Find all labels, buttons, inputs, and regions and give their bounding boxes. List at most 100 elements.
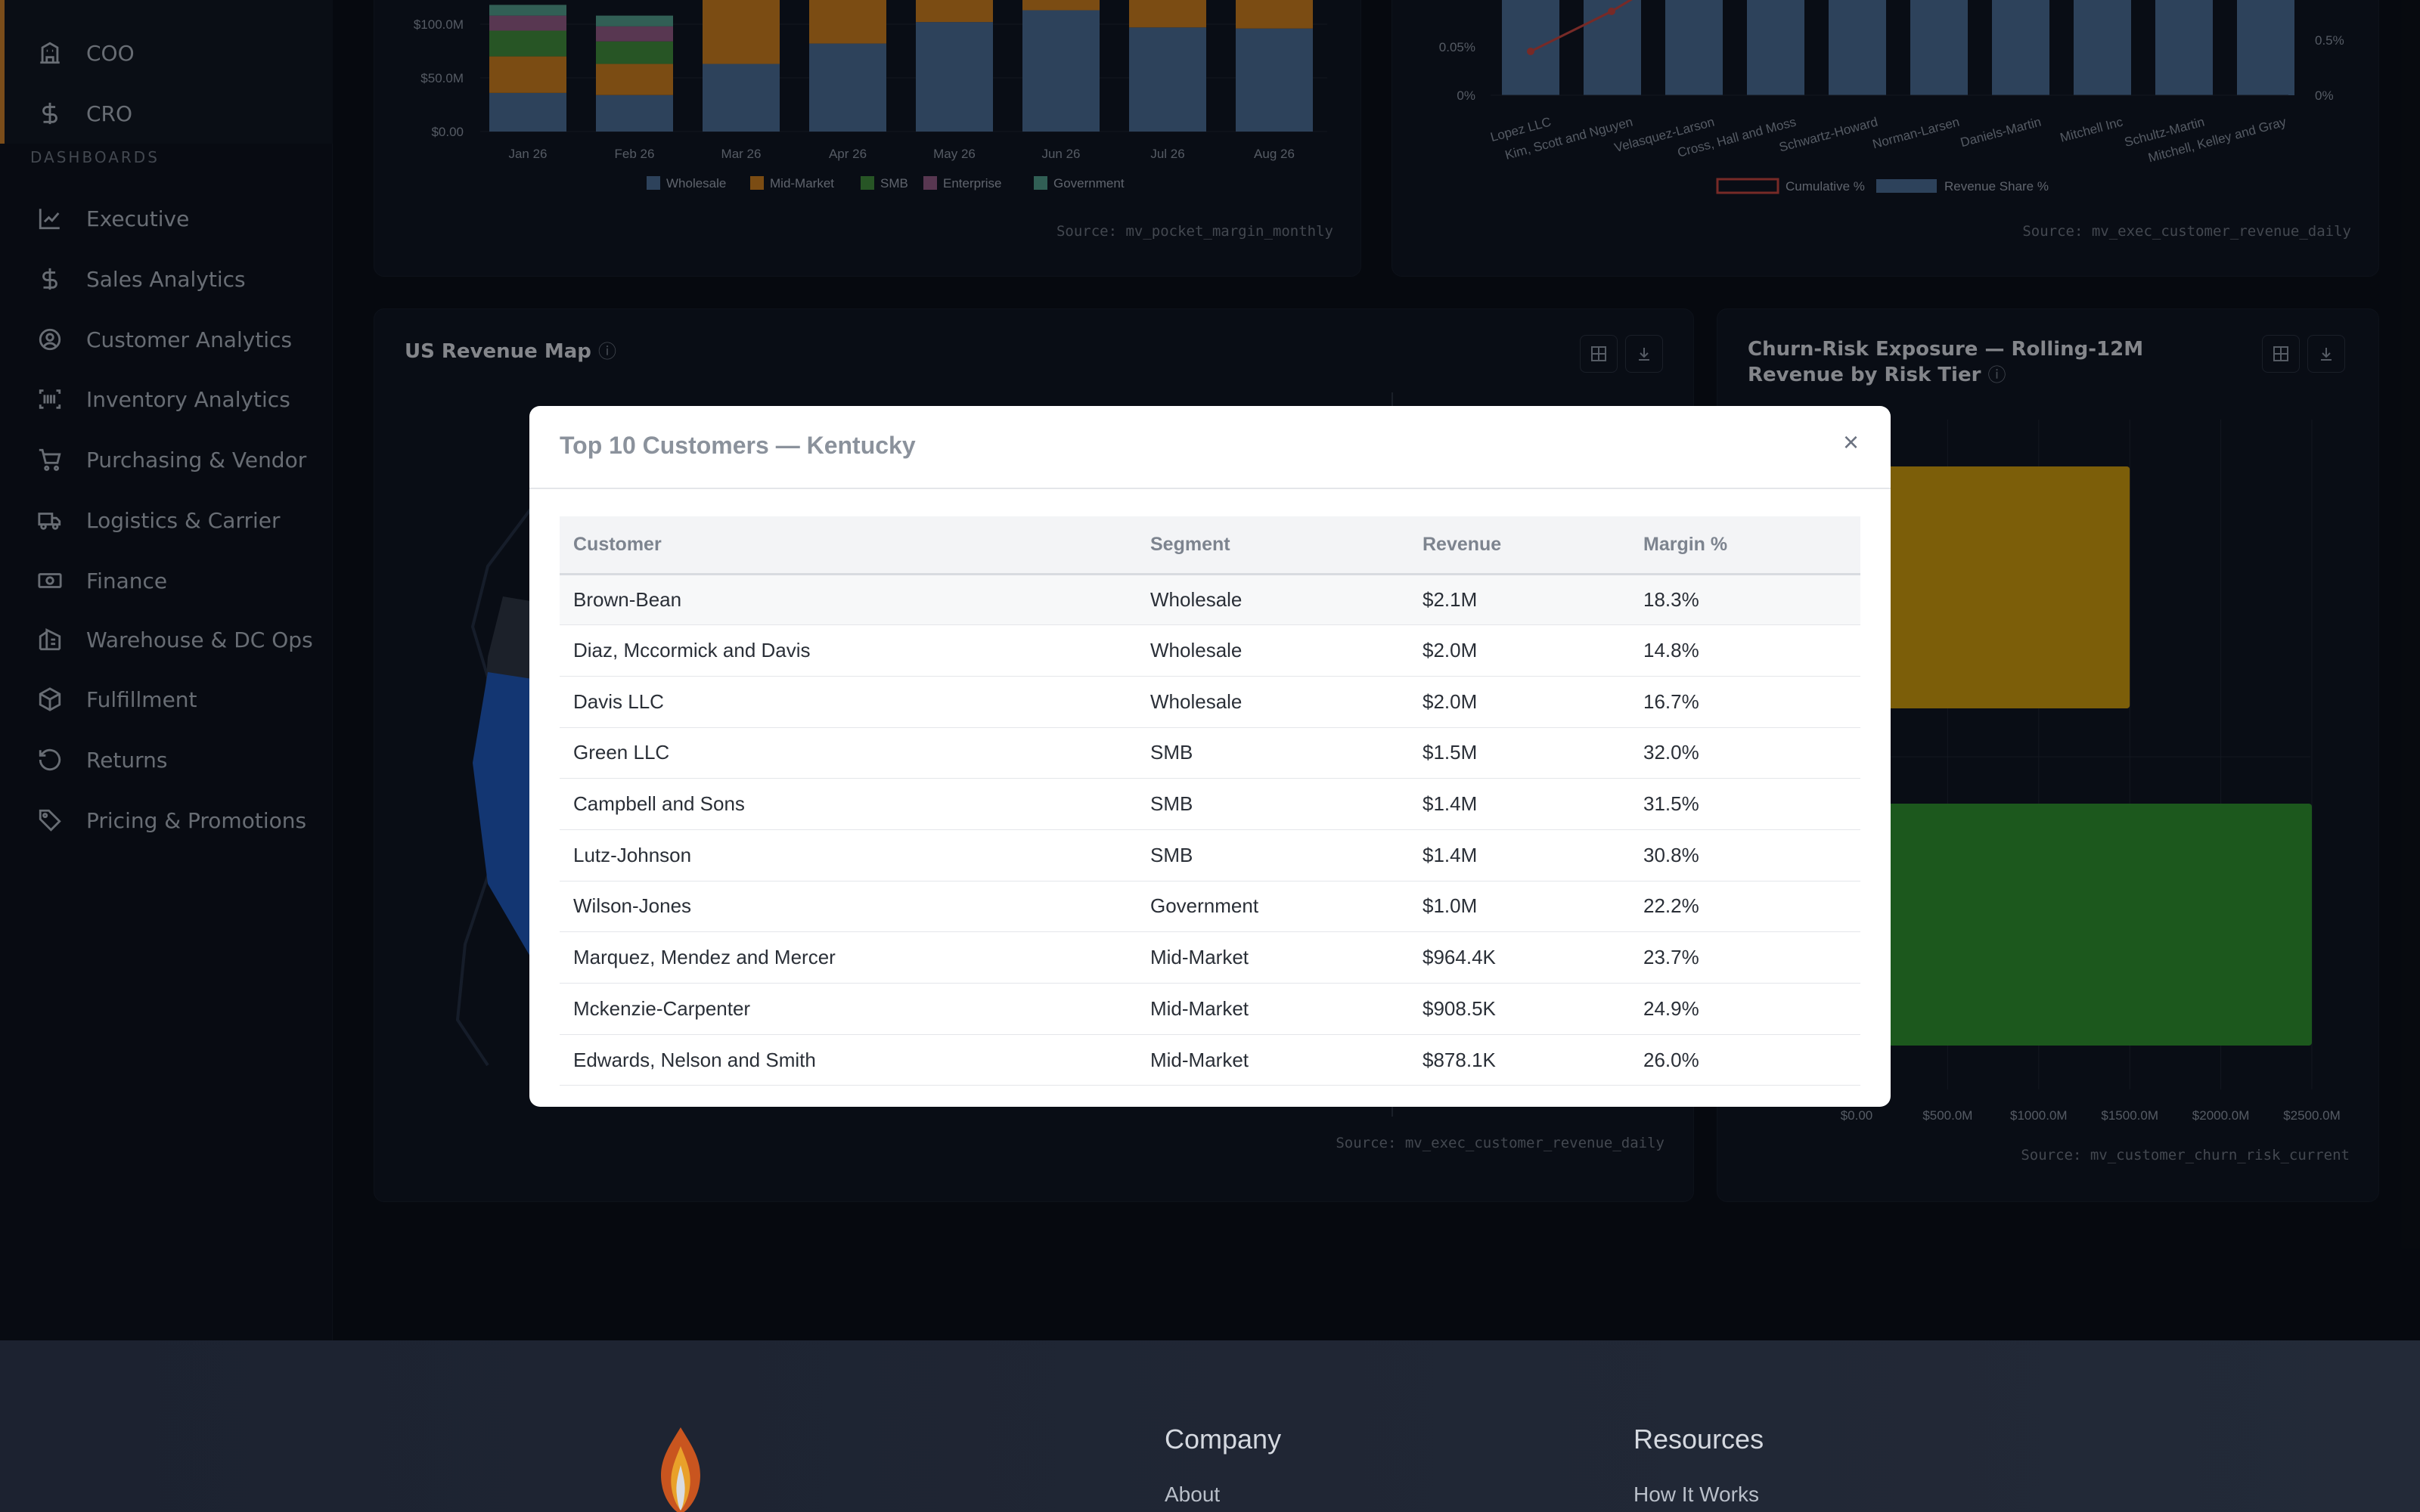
sidebar-item-label: Customer Analytics <box>86 327 293 352</box>
legend-label[interactable]: Wholesale <box>666 176 726 191</box>
bar-segment[interactable] <box>1236 28 1313 132</box>
sidebar-item-customer-analytics[interactable]: Customer Analytics <box>36 318 292 361</box>
bar-segment[interactable] <box>489 56 566 93</box>
bar-segment[interactable] <box>809 43 886 132</box>
sidebar-item-fulfillment[interactable]: Fulfillment <box>36 678 197 720</box>
column-header-customer[interactable]: Customer <box>560 516 1137 575</box>
legend-swatch <box>861 176 874 190</box>
table-row[interactable]: Marquez, Mendez and Mercer Mid-Market $964… <box>560 931 1860 984</box>
bar-segment[interactable] <box>596 26 673 42</box>
sidebar-item-pricing-promotions[interactable]: Pricing & Promotions <box>36 799 306 841</box>
sidebar-item-logistics-carrier[interactable]: Logistics & Carrier <box>36 499 281 541</box>
download-button[interactable] <box>2307 335 2345 373</box>
bar-segment[interactable] <box>489 92 566 132</box>
legend-label[interactable]: SMB <box>880 176 908 191</box>
role-item-cro[interactable]: CRO <box>36 92 132 135</box>
sidebar-item-executive[interactable]: Executive <box>36 197 189 240</box>
churn-card-title: Churn-Risk Exposure — Rolling-12M Revenu… <box>1748 336 2232 388</box>
role-label: CRO <box>86 101 133 126</box>
bar-segment[interactable] <box>596 41 673 64</box>
risk-tier-bar[interactable] <box>1857 466 2130 708</box>
x-tick-label: $1000.0M <box>2010 1108 2068 1123</box>
table-row[interactable]: Wilson-Jones Government $1.0M 22.2% <box>560 881 1860 933</box>
bar-segment[interactable] <box>596 15 673 26</box>
barcode-icon <box>36 386 64 413</box>
sidebar-item-label: Warehouse & DC Ops <box>86 627 313 652</box>
bar-segment[interactable] <box>703 64 780 132</box>
legend-label[interactable]: Cumulative % <box>1786 179 1865 194</box>
sidebar-item-inventory-analytics[interactable]: Inventory Analytics <box>36 378 290 420</box>
flame-logo <box>661 1427 700 1512</box>
bar-segment[interactable] <box>1022 0 1100 11</box>
grid-icon <box>1591 346 1606 361</box>
sidebar-item-returns[interactable]: Returns <box>36 739 168 781</box>
table-row[interactable]: Lutz-Johnson SMB $1.4M 30.8% <box>560 829 1860 881</box>
role-label: COO <box>86 40 135 66</box>
cell-segment: Wholesale <box>1137 676 1409 728</box>
close-icon[interactable]: × <box>1842 426 1859 457</box>
table-row[interactable]: Diaz, Mccormick and Davis Wholesale $2.0M 1… <box>560 624 1860 677</box>
pareto-bar[interactable] <box>1829 0 1886 95</box>
cumulative-point[interactable] <box>1608 8 1615 15</box>
footer-link-about[interactable]: About <box>1165 1483 1221 1506</box>
legend-label[interactable]: Mid-Market <box>770 176 834 191</box>
bar-segment[interactable] <box>596 94 673 132</box>
info-icon[interactable]: ⓘ <box>597 341 616 362</box>
pareto-bar[interactable] <box>1747 0 1804 95</box>
pareto-bar[interactable] <box>1992 0 2049 95</box>
sidebar-item-finance[interactable]: Finance <box>36 559 167 602</box>
bar-segment[interactable] <box>703 0 780 64</box>
column-header-margin[interactable]: Margin % <box>1630 516 1860 575</box>
bar-segment[interactable] <box>489 5 566 16</box>
bar-segment[interactable] <box>1022 10 1100 132</box>
pocket-source: Source: mv_pocket_margin_monthly <box>1056 223 1333 240</box>
pareto-bar[interactable] <box>2074 0 2131 95</box>
table-row[interactable]: Campbell and Sons SMB $1.4M 31.5% <box>560 778 1860 830</box>
pareto-bar[interactable] <box>1665 0 1723 95</box>
table-row[interactable]: Mckenzie-Carpenter Mid-Market $908.5K 24.9% <box>560 983 1860 1035</box>
cart-icon <box>36 446 64 473</box>
cumulative-point[interactable] <box>1527 48 1534 55</box>
table-row[interactable]: Edwards, Nelson and Smith Mid-Market $878.… <box>560 1034 1860 1086</box>
role-item-coo[interactable]: COO <box>36 32 135 74</box>
column-header-segment[interactable]: Segment <box>1137 516 1409 575</box>
bar-segment[interactable] <box>1129 0 1206 28</box>
sidebar-item-sales-analytics[interactable]: Sales Analytics <box>36 258 246 300</box>
x-tick-label: Jul 26 <box>1150 147 1184 161</box>
x-tick-label: Apr 26 <box>829 147 867 161</box>
bar-segment[interactable] <box>489 15 566 31</box>
sidebar-item-warehouse-dc-ops[interactable]: Warehouse & DC Ops <box>36 618 313 661</box>
footer-link-how-it-works[interactable]: How It Works <box>1634 1483 1759 1506</box>
cell-margin: 16.7% <box>1630 676 1860 728</box>
legend-swatch <box>647 176 660 190</box>
bar-segment[interactable] <box>809 0 886 44</box>
table-row[interactable]: Davis LLC Wholesale $2.0M 16.7% <box>560 676 1860 728</box>
info-icon[interactable]: ⓘ <box>1987 364 2006 386</box>
table-view-button[interactable] <box>1580 335 1618 373</box>
download-button[interactable] <box>1625 335 1663 373</box>
cell-segment: Wholesale <box>1137 574 1409 626</box>
table-row[interactable]: Green LLC SMB $1.5M 32.0% <box>560 727 1860 779</box>
column-header-revenue[interactable]: Revenue <box>1409 516 1630 575</box>
cash-icon <box>36 567 64 594</box>
risk-tier-bar[interactable] <box>1857 804 2312 1046</box>
bar-segment[interactable] <box>1129 27 1206 132</box>
bar-segment[interactable] <box>916 22 993 132</box>
pareto-bar[interactable] <box>1584 0 1641 95</box>
legend-label[interactable]: Enterprise <box>943 176 1001 191</box>
pareto-bar[interactable] <box>2155 0 2213 95</box>
pareto-bar[interactable] <box>2237 0 2294 95</box>
legend-label[interactable]: Revenue Share % <box>1944 179 2049 194</box>
sidebar-item-purchasing-vendor[interactable]: Purchasing & Vendor <box>36 438 306 481</box>
bar-segment[interactable] <box>489 30 566 57</box>
cell-customer: Lutz-Johnson <box>560 829 1137 881</box>
table-view-button[interactable] <box>2262 335 2300 373</box>
bar-segment[interactable] <box>916 0 993 23</box>
cell-margin: 18.3% <box>1630 574 1860 626</box>
pareto-bar[interactable] <box>1910 0 1968 95</box>
bar-segment[interactable] <box>1236 0 1313 29</box>
table-row[interactable]: Brown-Bean Wholesale $2.1M 18.3% <box>560 574 1860 626</box>
bar-segment[interactable] <box>596 64 673 95</box>
cell-revenue: $1.0M <box>1409 881 1630 933</box>
legend-label[interactable]: Government <box>1053 176 1125 191</box>
